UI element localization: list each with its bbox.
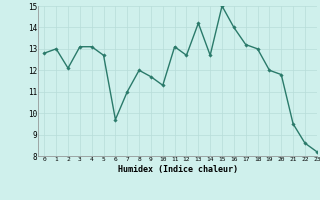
X-axis label: Humidex (Indice chaleur): Humidex (Indice chaleur) [118,165,238,174]
